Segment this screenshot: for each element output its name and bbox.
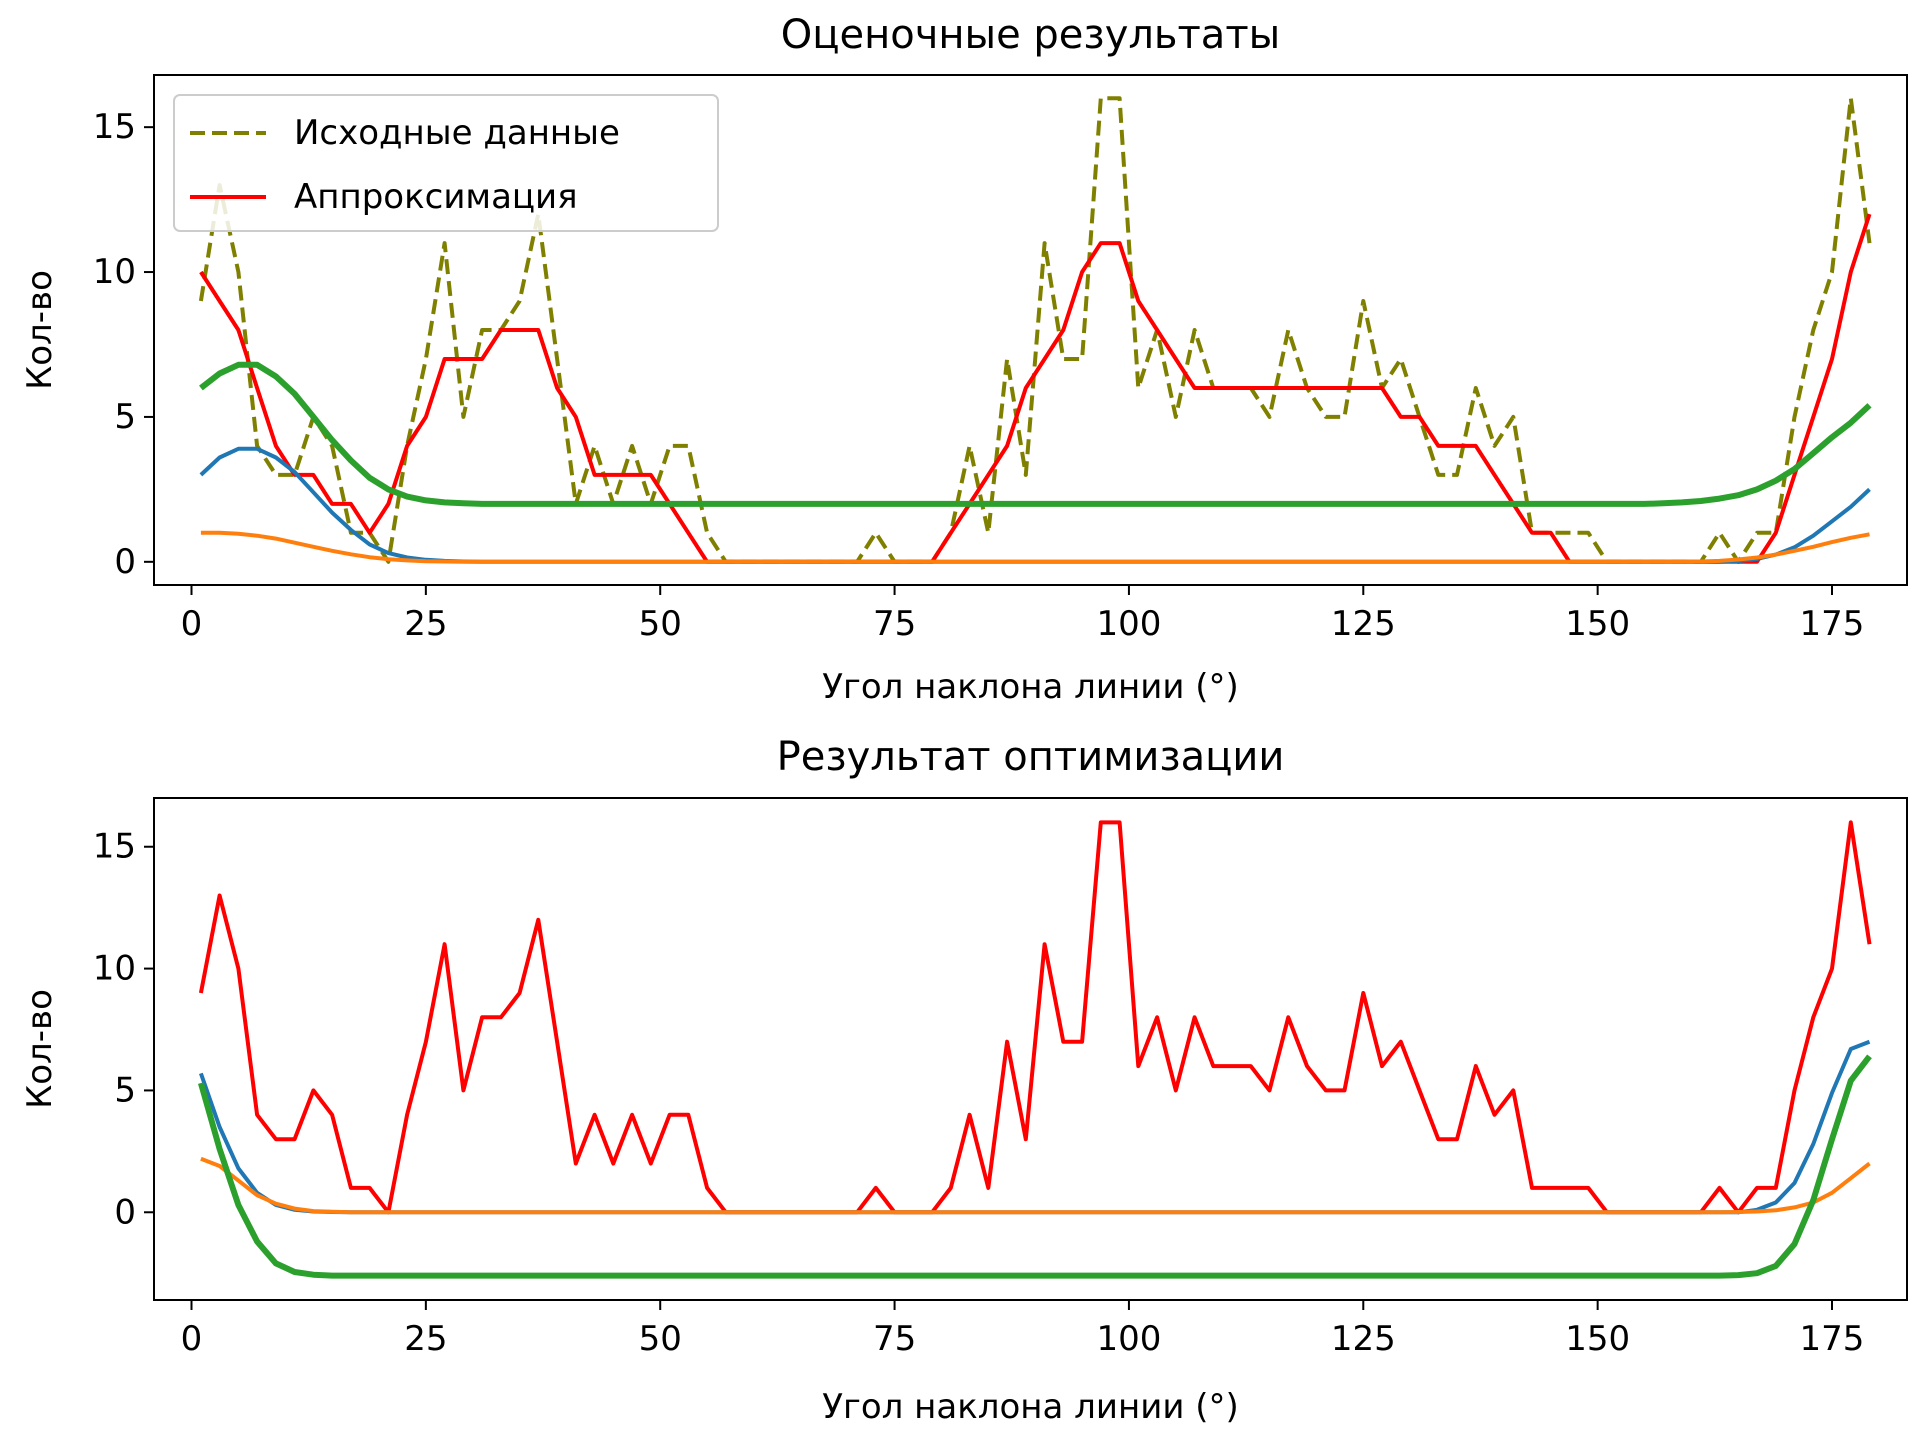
- y-axis-label: Кол-во: [20, 989, 60, 1109]
- chart-optimization-result: Результат оптимизации Угол наклона линии…: [20, 734, 1908, 1427]
- x-tick-label: 75: [873, 604, 916, 644]
- x-tick-label: 125: [1331, 1319, 1396, 1359]
- x-tick-label: 0: [181, 604, 203, 644]
- series-line-0: [198, 96, 1872, 564]
- x-axis-label: Угол наклона линии (°): [822, 667, 1239, 707]
- x-tick-label: 25: [404, 1319, 447, 1359]
- legend-box: [173, 94, 719, 232]
- y-axis-label: Кол-во: [20, 270, 60, 390]
- series-line-4: [199, 361, 1872, 507]
- y-tick-label: 15: [93, 107, 136, 147]
- series-group: [198, 96, 1872, 564]
- x-tick-label: 150: [1565, 604, 1630, 644]
- x-tick-label: 75: [873, 1319, 916, 1359]
- series-line-3: [198, 1054, 1872, 1279]
- x-tick-label: 0: [181, 1319, 203, 1359]
- legend-label-raw-data: Исходные данные: [294, 113, 620, 153]
- y-tick-label: 10: [93, 252, 136, 292]
- x-tick-label: 150: [1565, 1319, 1630, 1359]
- y-tick-label: 5: [114, 1070, 136, 1110]
- series-line-3: [200, 530, 1870, 564]
- y-tick-label: 0: [114, 1192, 136, 1232]
- series-line-1: [199, 213, 1872, 564]
- chart-title: Результат оптимизации: [777, 734, 1285, 780]
- x-tick-label: 50: [639, 604, 682, 644]
- x-tick-label: 100: [1096, 604, 1161, 644]
- legend: Исходные данные Аппроксимация: [173, 94, 719, 232]
- x-tick-label: 25: [404, 604, 447, 644]
- series-line-0: [198, 820, 1872, 1215]
- x-axis-label: Угол наклона линии (°): [822, 1387, 1239, 1427]
- x-tick-label: 100: [1096, 1319, 1161, 1359]
- plot-frame: [153, 74, 1908, 586]
- y-tick-label: 15: [93, 827, 136, 867]
- y-tick-label: 0: [114, 542, 136, 582]
- ticks-group: 0 25 50 75 100 125 150 175 0 5 10 15: [93, 827, 1865, 1359]
- plot-frame: [153, 797, 1908, 1301]
- x-tick-label: 175: [1800, 1319, 1865, 1359]
- y-tick-label: 10: [93, 949, 136, 989]
- chart-estimated-results: Оценочные результаты Угол наклона линии …: [20, 12, 1908, 707]
- y-tick-label: 5: [114, 397, 136, 437]
- legend-label-approximation: Аппроксимация: [294, 177, 578, 217]
- series-line-1: [199, 1039, 1871, 1215]
- series-group: [198, 820, 1872, 1279]
- x-tick-label: 125: [1331, 604, 1396, 644]
- series-line-2: [200, 1156, 1871, 1215]
- chart-title: Оценочные результаты: [781, 12, 1280, 58]
- x-tick-label: 175: [1800, 604, 1865, 644]
- x-tick-label: 50: [639, 1319, 682, 1359]
- ticks-group: 0 25 50 75 100 125 150 175 0 5 10 15: [93, 107, 1865, 644]
